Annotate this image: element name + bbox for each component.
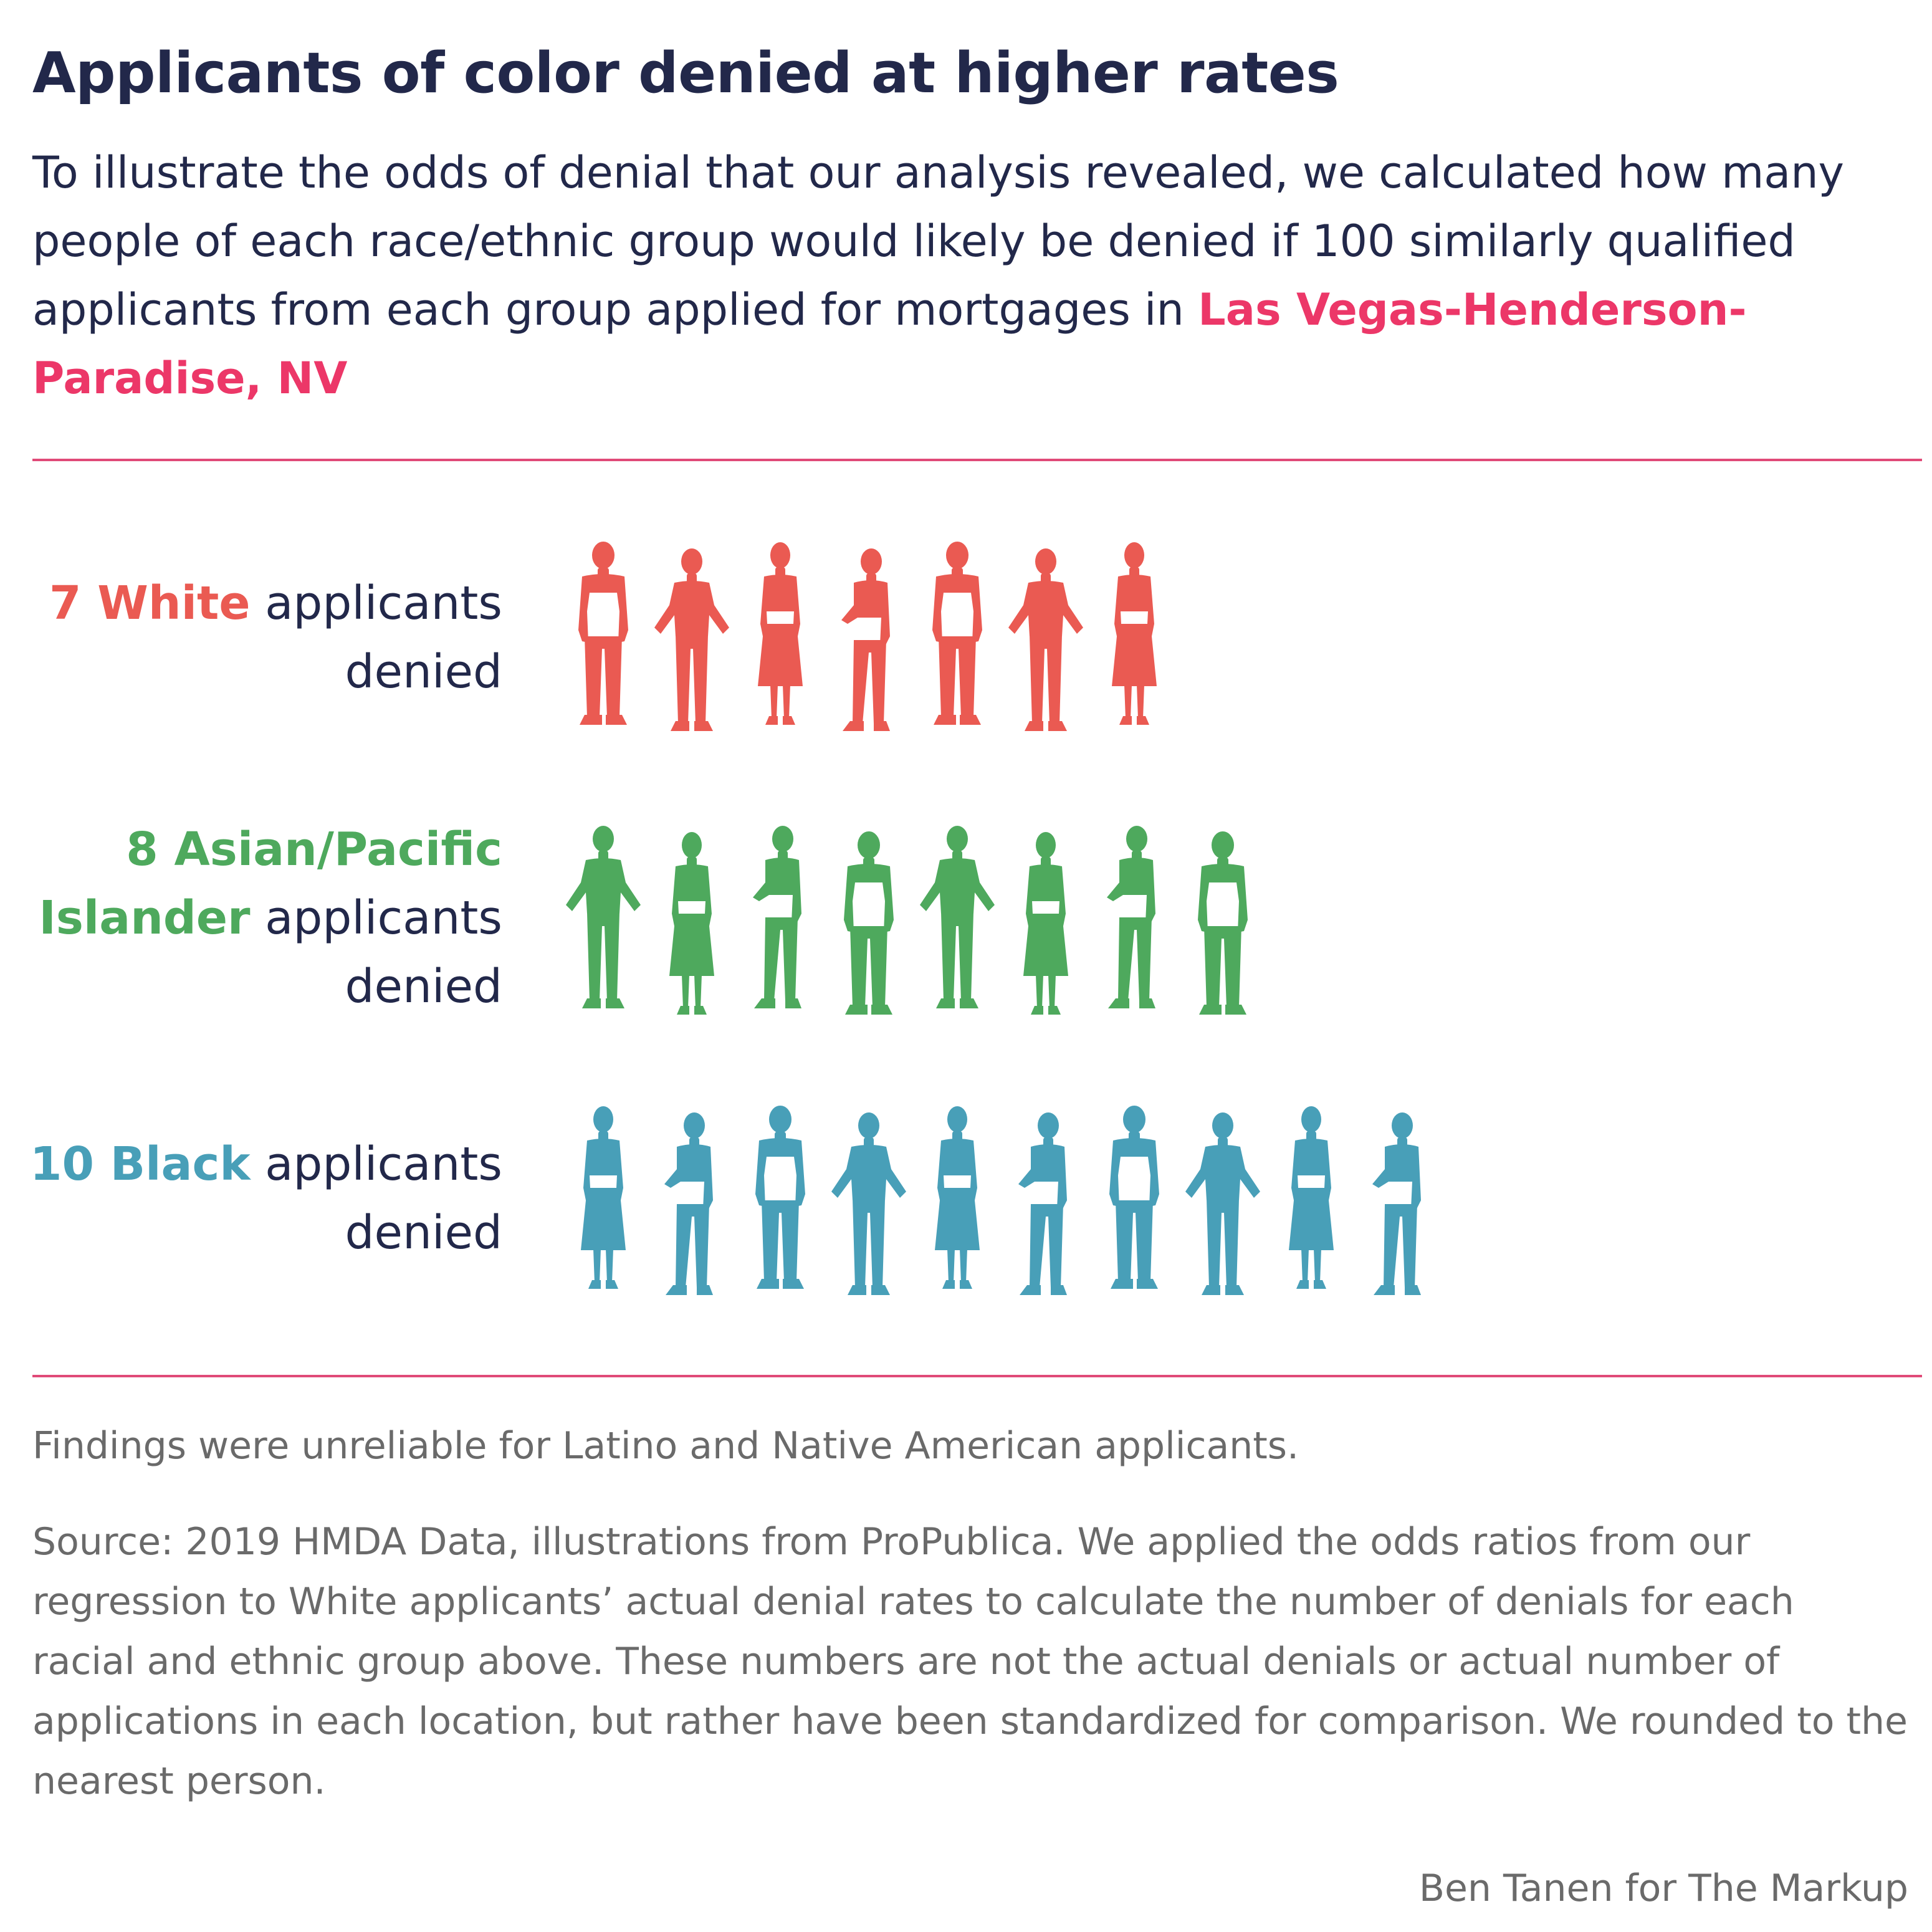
group-label-tail: denied (345, 1206, 502, 1260)
subtitle-text: To illustrate the odds of denial that ou… (32, 147, 1844, 335)
person-silhouette-icon (1185, 1112, 1260, 1295)
person-silhouette-icon (935, 1106, 980, 1289)
person-silhouette-icon (1109, 1106, 1159, 1289)
group-label-white: 7 White applicants denied (25, 569, 502, 706)
person-silhouette-icon (654, 548, 729, 731)
person-silhouette-icon (1289, 1106, 1334, 1289)
findings-note: Findings were unreliable for Latino and … (32, 1424, 1299, 1468)
person-silhouette-icon (1008, 548, 1083, 731)
person-silhouette-icon (932, 542, 982, 725)
person-silhouette-icon (669, 832, 714, 1015)
group-label-asian-pacific-islander: 8 Asian/Pacific Islander applicants deni… (25, 815, 502, 1021)
group-label-suffix: applicants (265, 891, 502, 945)
source-note: Source: 2019 HMDA Data, illustrations fr… (32, 1520, 1908, 1803)
person-silhouette-icon (1018, 1112, 1067, 1295)
pictogram-row-asian-pacific-islander (566, 826, 1248, 1015)
group-count-label: 7 White (49, 576, 251, 630)
bottom-divider (32, 1375, 1922, 1377)
person-silhouette-icon (758, 542, 803, 725)
group-count-label: 8 Asian/Pacific Islander (39, 823, 502, 945)
group-label-tail: denied (345, 960, 502, 1013)
group-count-label: 10 Black (30, 1137, 251, 1191)
person-silhouette-icon (1023, 832, 1068, 1015)
person-silhouette-icon (755, 1106, 805, 1289)
location-name: Las Vegas-Henderson-Paradise, NV (32, 284, 1747, 404)
pictogram-row-black (581, 1106, 1421, 1295)
person-silhouette-icon (753, 826, 801, 1008)
group-label-tail: denied (345, 645, 502, 699)
person-silhouette-icon (841, 548, 890, 731)
group-label-black: 10 Black applicants denied (25, 1130, 502, 1267)
person-silhouette-icon (1198, 831, 1248, 1015)
person-silhouette-icon (664, 1112, 713, 1295)
chart-title: Applicants of color denied at higher rat… (32, 41, 1339, 106)
person-silhouette-icon (566, 826, 641, 1008)
person-silhouette-icon (844, 831, 894, 1015)
person-silhouette-icon (1107, 826, 1155, 1008)
person-silhouette-icon (578, 542, 628, 725)
person-silhouette-icon (920, 826, 995, 1008)
chart-subtitle: To illustrate the odds of denial that ou… (32, 138, 1902, 413)
credit-line: Ben Tanen for The Markup (1418, 1867, 1908, 1910)
person-silhouette-icon (1372, 1112, 1421, 1295)
person-silhouette-icon (831, 1112, 906, 1295)
person-silhouette-icon (581, 1106, 626, 1289)
group-label-suffix: applicants (265, 1137, 502, 1191)
person-silhouette-icon (1112, 542, 1157, 725)
pictogram-row-white (578, 542, 1157, 731)
group-label-suffix: applicants (265, 576, 502, 630)
top-divider (32, 459, 1922, 461)
